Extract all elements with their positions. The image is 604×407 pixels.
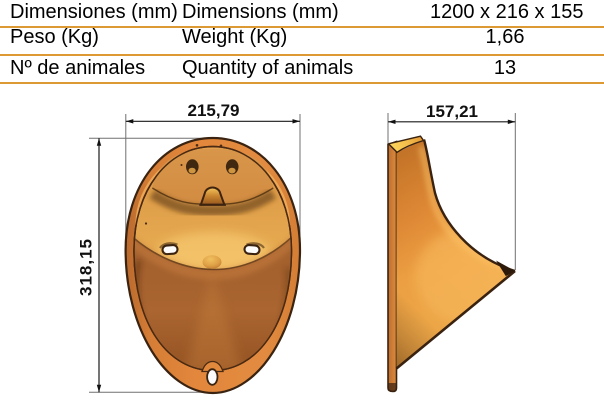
- svg-text:157,21: 157,21: [426, 102, 478, 121]
- svg-text:318,15: 318,15: [77, 238, 96, 296]
- svg-text:215,79: 215,79: [188, 101, 240, 120]
